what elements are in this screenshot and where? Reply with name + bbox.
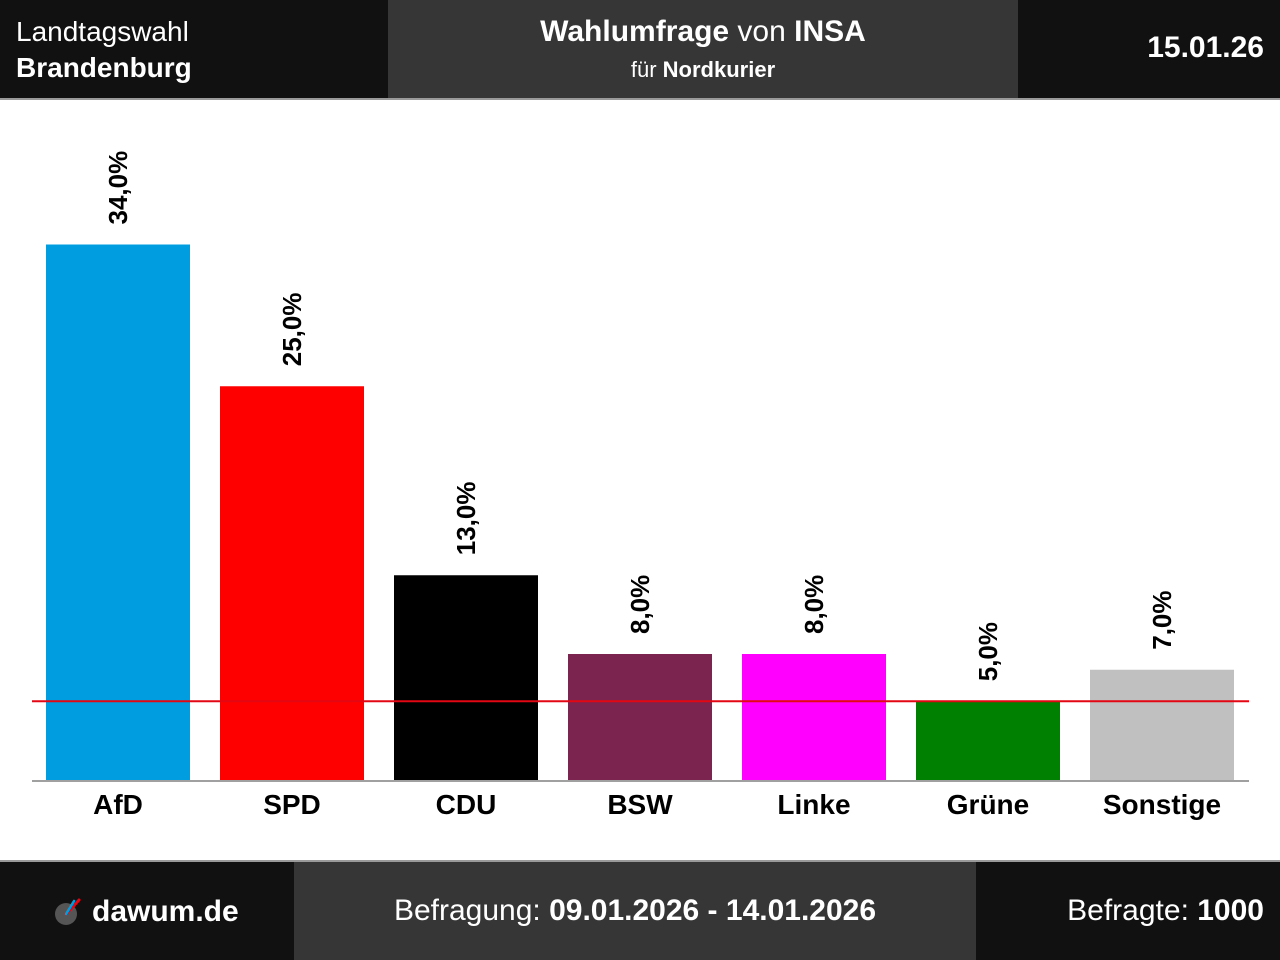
poll-subtitle: für Nordkurier: [388, 56, 1018, 84]
poll-subtitle-fuer: für: [630, 57, 657, 82]
category-label-grüne: Grüne: [947, 789, 1029, 820]
value-label-cdu: 13,0%: [451, 482, 481, 556]
value-label-afd: 34,0%: [103, 151, 133, 225]
category-label-afd: AfD: [93, 789, 143, 820]
election-region: Brandenburg: [16, 52, 192, 83]
poll-bar-chart: 34,0% 25,0% 13,0% 8,0% 8,0% 5,0% 7,0% AfD SPD CD…: [32, 151, 1249, 820]
bar-sonstige: [1090, 669, 1234, 780]
survey-period-label: Befragung:: [393, 894, 541, 927]
bar-grüne: [916, 701, 1060, 780]
category-label-bsw: BSW: [607, 789, 673, 820]
value-labels-group: 34,0% 25,0% 13,0% 8,0% 8,0% 5,0% 7,0%: [103, 151, 1177, 681]
respondents-label: Befragte:: [1067, 894, 1189, 927]
site-brand: dawum.de: [54, 894, 239, 930]
poll-title-von: von: [737, 15, 786, 48]
header-bar: Landtagswahl Brandenburg Wahlumfrage von…: [0, 0, 1280, 98]
survey-period-value: 09.01.2026 - 14.01.2026: [549, 894, 877, 927]
election-label: Landtagswahl Brandenburg: [16, 14, 192, 86]
category-label-linke: Linke: [777, 789, 850, 820]
category-label-sonstige: Sonstige: [1103, 789, 1221, 820]
poll-institute: INSA: [794, 15, 866, 48]
poll-title-panel: Wahlumfrage von INSA für Nordkurier: [388, 0, 1018, 98]
poll-title-word: Wahlumfrage: [540, 15, 730, 48]
category-label-spd: SPD: [263, 789, 321, 820]
category-labels-group: AfD SPD CDU BSW Linke Grüne Sonstige: [93, 789, 1221, 820]
value-label-grüne: 5,0%: [973, 622, 1003, 681]
header-divider: [0, 98, 1280, 100]
poll-title: Wahlumfrage von INSA: [388, 14, 1018, 50]
poll-client: Nordkurier: [662, 57, 776, 82]
bars-group: [46, 244, 1234, 780]
footer-bar: dawum.de Befragung: 09.01.2026 - 14.01.2…: [0, 862, 1280, 960]
survey-period-panel: Befragung: 09.01.2026 - 14.01.2026: [294, 862, 976, 960]
value-label-bsw: 8,0%: [625, 575, 655, 634]
publish-date: 15.01.26: [1147, 31, 1264, 64]
site-name: dawum.de: [92, 895, 239, 928]
dawum-logo-icon: [55, 898, 81, 925]
bar-cdu: [394, 575, 538, 780]
bar-spd: [220, 386, 364, 780]
footer-divider: [0, 860, 1280, 862]
respondents-count: 1000: [1197, 894, 1264, 927]
respondents-info: Befragte: 1000: [1067, 862, 1264, 960]
category-label-cdu: CDU: [436, 789, 497, 820]
election-type: Landtagswahl: [16, 16, 189, 47]
value-label-sonstige: 7,0%: [1147, 590, 1177, 649]
value-label-spd: 25,0%: [277, 293, 307, 367]
bar-bsw: [568, 654, 712, 780]
value-label-linke: 8,0%: [799, 575, 829, 634]
bar-linke: [742, 654, 886, 780]
bar-afd: [46, 244, 190, 780]
